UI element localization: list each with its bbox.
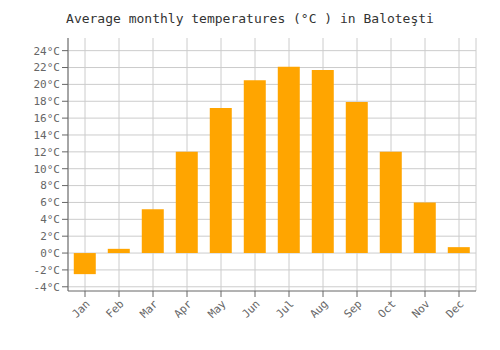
svg-text:Jan: Jan bbox=[69, 297, 92, 320]
svg-text:Apr: Apr bbox=[171, 297, 195, 321]
svg-text:24°C: 24°C bbox=[34, 45, 61, 58]
svg-text:18°C: 18°C bbox=[34, 95, 61, 108]
svg-text:14°C: 14°C bbox=[34, 129, 61, 142]
svg-text:22°C: 22°C bbox=[34, 61, 61, 74]
svg-text:Jul: Jul bbox=[273, 297, 296, 320]
svg-text:6°C: 6°C bbox=[40, 196, 60, 209]
svg-text:12°C: 12°C bbox=[34, 146, 61, 159]
svg-text:20°C: 20°C bbox=[34, 78, 61, 91]
svg-text:-4°C: -4°C bbox=[34, 281, 61, 294]
svg-text:Dec: Dec bbox=[443, 297, 466, 320]
svg-text:Jun: Jun bbox=[239, 297, 262, 320]
svg-text:-2°C: -2°C bbox=[34, 264, 61, 277]
svg-text:2°C: 2°C bbox=[40, 230, 60, 243]
svg-text:Mar: Mar bbox=[137, 297, 161, 321]
svg-text:Sep: Sep bbox=[341, 297, 364, 320]
svg-text:8°C: 8°C bbox=[40, 179, 60, 192]
svg-text:4°C: 4°C bbox=[40, 213, 60, 226]
svg-text:May: May bbox=[205, 297, 229, 321]
svg-text:10°C: 10°C bbox=[34, 163, 61, 176]
svg-text:16°C: 16°C bbox=[34, 112, 61, 125]
svg-text:0°C: 0°C bbox=[40, 247, 60, 260]
svg-text:Oct: Oct bbox=[375, 297, 398, 320]
svg-text:Aug: Aug bbox=[307, 297, 330, 320]
svg-text:Nov: Nov bbox=[409, 297, 433, 321]
svg-text:Feb: Feb bbox=[103, 297, 126, 320]
html-text:Average monthly temperatures (: Average monthly temperatures (°C ) in Ba… bbox=[66, 11, 434, 26]
